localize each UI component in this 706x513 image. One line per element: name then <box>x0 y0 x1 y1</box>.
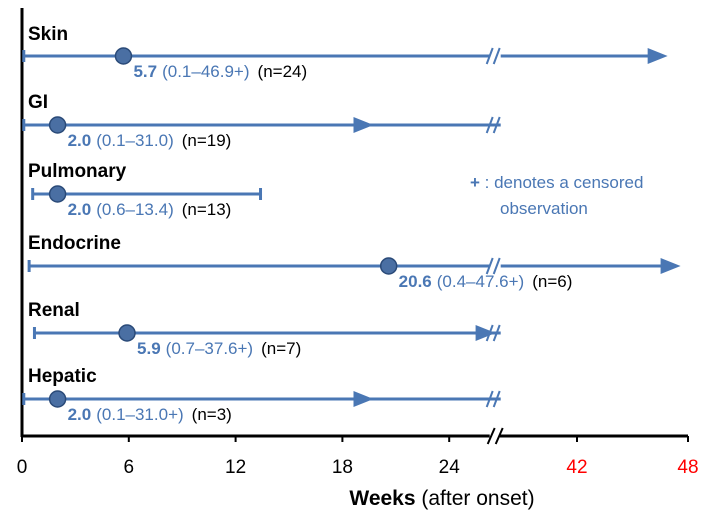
x-axis-label-rest: (after onset) <box>416 487 535 510</box>
median-annotation: 20.6 (0.4–47.6+) (n=6) <box>399 272 573 291</box>
x-tick-label: 12 <box>225 457 246 478</box>
median-marker <box>48 185 67 203</box>
n-count: (n=3) <box>192 405 232 424</box>
category-label: GI <box>28 92 48 113</box>
censored-note-line1: + : denotes a censored <box>470 173 643 192</box>
x-tick-label: 24 <box>439 457 461 478</box>
category-label: Skin <box>28 24 68 45</box>
median-value: 2.0 <box>68 200 92 219</box>
x-axis-label-bold: Weeks <box>349 487 415 510</box>
censored-note-text: : denotes a censored <box>480 173 644 192</box>
x-tick-label: 0 <box>17 457 28 478</box>
median-value: 20.6 <box>399 272 432 291</box>
median-value: 2.0 <box>68 405 92 424</box>
category-label: Endocrine <box>28 233 121 254</box>
range-value: (0.7–37.6+) <box>166 339 253 358</box>
x-tick-label: 6 <box>124 457 135 478</box>
median-marker <box>118 324 136 342</box>
median-annotation: 2.0 (0.6–13.4) (n=13) <box>68 200 232 219</box>
range-break-mark <box>492 47 501 65</box>
median-marker <box>48 116 67 134</box>
x-axis-label: Weeks (after onset) <box>349 487 534 510</box>
n-count: (n=7) <box>261 339 301 358</box>
x-tick-label: 42 <box>566 457 587 478</box>
range-value: (0.4–47.6+) <box>437 272 524 291</box>
censor-arrowhead <box>353 391 374 407</box>
median-annotation: 5.7 (0.1–46.9+) (n=24) <box>133 62 307 81</box>
median-marker <box>379 257 398 275</box>
censored-note-line2: observation <box>500 199 588 218</box>
axis-break-mark <box>494 427 504 445</box>
range-break-mark <box>485 257 494 275</box>
censor-arrowhead <box>475 325 496 341</box>
range-break-mark <box>485 47 494 65</box>
category-label: Pulmonary <box>28 161 127 182</box>
range-value: (0.6–13.4) <box>96 200 174 219</box>
median-value: 5.9 <box>137 339 161 358</box>
n-count: (n=13) <box>182 200 232 219</box>
median-marker <box>48 390 67 408</box>
censor-arrowhead <box>660 258 681 274</box>
n-count: (n=6) <box>532 272 572 291</box>
category-label: Hepatic <box>28 366 97 387</box>
range-value: (0.1–31.0+) <box>96 405 183 424</box>
x-tick-label: 48 <box>677 457 698 478</box>
censor-arrowhead <box>353 117 374 133</box>
axis-break-mark <box>486 427 496 445</box>
category-label: Renal <box>28 300 80 321</box>
range-value: (0.1–46.9+) <box>162 62 249 81</box>
x-tick-label: 18 <box>332 457 353 478</box>
median-marker <box>114 47 133 65</box>
range-value: (0.1–31.0) <box>96 131 174 150</box>
censored-note-symbol: + <box>470 173 480 192</box>
n-count: (n=19) <box>182 131 232 150</box>
median-value: 2.0 <box>68 131 92 150</box>
censor-arrowhead <box>647 48 668 64</box>
range-break-mark <box>492 257 501 275</box>
median-annotation: 5.9 (0.7–37.6+) (n=7) <box>137 339 301 358</box>
median-value: 5.7 <box>133 62 157 81</box>
median-annotation: 2.0 (0.1–31.0) (n=19) <box>68 131 232 150</box>
n-count: (n=24) <box>258 62 308 81</box>
median-annotation: 2.0 (0.1–31.0+) (n=3) <box>68 405 232 424</box>
